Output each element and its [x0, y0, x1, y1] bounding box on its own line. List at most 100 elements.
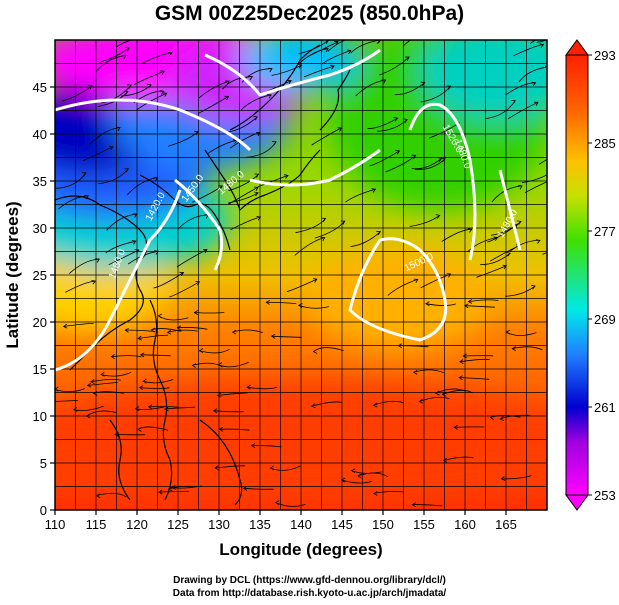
streamline-arrow — [321, 217, 327, 223]
streamline — [127, 177, 158, 195]
colorbar-tick-label: 293 — [594, 48, 616, 63]
credit-line-data: Data from http://database.rish.kyoto-u.a… — [172, 588, 447, 599]
streamline-arrow — [81, 172, 87, 177]
streamline — [295, 218, 326, 234]
streamline — [524, 181, 547, 194]
streamline — [125, 329, 156, 332]
streamline-arrow — [531, 81, 537, 87]
colorbar-max-arrow — [565, 39, 589, 56]
streamline-arrow — [265, 300, 270, 305]
streamline — [213, 410, 244, 413]
streamline-arrow — [253, 186, 259, 191]
colorbar-tick-label: 269 — [594, 312, 616, 327]
y-tick-label: 30 — [33, 221, 47, 236]
streamline-arrow — [95, 493, 101, 499]
streamline — [168, 485, 199, 490]
streamline — [55, 388, 85, 393]
streamline — [275, 502, 306, 507]
streamline-arrow — [556, 29, 560, 33]
height-contours — [55, 48, 522, 372]
streamline-arrow — [91, 280, 97, 285]
streamline — [229, 132, 261, 149]
streamline-arrow — [393, 117, 399, 122]
streamline-arrow — [372, 402, 378, 408]
streamline-arrow — [157, 313, 162, 319]
temperature-field — [55, 40, 547, 510]
streamline — [271, 64, 302, 76]
streamline — [378, 56, 410, 76]
streamline — [521, 174, 547, 184]
streamline — [369, 150, 400, 167]
streamline — [518, 66, 547, 83]
streamline-arrow — [138, 385, 144, 391]
y-tick-label: 20 — [33, 315, 47, 330]
streamline-arrow — [533, 101, 539, 106]
streamline — [240, 94, 272, 111]
streamline-arrow — [453, 424, 458, 430]
streamline — [294, 237, 325, 256]
streamline — [298, 304, 329, 309]
streamline-arrow — [467, 228, 473, 233]
y-axis-ticks: 0 5 10 15 20 25 30 35 40 45 — [33, 80, 55, 518]
streamline-arrow — [354, 36, 358, 40]
streamline-arrow — [397, 343, 403, 349]
streamline — [142, 379, 174, 384]
streamline — [476, 265, 507, 278]
streamline-arrow — [499, 416, 505, 421]
streamline — [467, 237, 498, 253]
streamline — [158, 491, 189, 493]
streamline-arrow — [218, 185, 223, 190]
streamline-arrow — [446, 85, 452, 90]
streamline-arrow — [535, 239, 541, 244]
streamline-arrow — [203, 249, 208, 254]
streamline — [459, 377, 490, 380]
streamline-arrow — [158, 489, 163, 495]
streamline — [153, 272, 184, 289]
streamline-arrow — [274, 500, 280, 506]
streamline-arrow — [539, 43, 545, 48]
streamline-arrow — [167, 486, 173, 492]
streamline — [387, 279, 418, 296]
y-tick-label: 45 — [33, 80, 47, 95]
streamline-arrow — [572, 29, 576, 33]
streamline-arrow — [167, 51, 173, 57]
streamline-arrow — [268, 67, 273, 73]
streamline — [536, 40, 547, 43]
streamline — [198, 80, 230, 99]
streamline-arrow — [48, 399, 52, 403]
streamline-arrow — [283, 174, 289, 179]
colorbar-tick-label: 285 — [594, 136, 616, 151]
streamline-arrow — [563, 25, 567, 29]
x-tick-label: 110 — [45, 517, 66, 532]
streamline-arrow — [147, 404, 153, 410]
streamline — [177, 327, 208, 330]
streamline-arrow — [429, 30, 433, 34]
streamline-arrow — [511, 346, 516, 352]
streamline — [512, 346, 543, 351]
streamline-arrow — [150, 327, 155, 333]
streamline-arrow — [505, 329, 511, 335]
streamline — [509, 239, 540, 252]
streamline-arrow — [139, 352, 145, 358]
streamline — [108, 249, 139, 266]
streamline — [194, 40, 196, 41]
streamline-arrow — [218, 426, 224, 432]
streamline-arrow — [373, 491, 378, 496]
streamline-arrow — [231, 329, 237, 335]
x-tick-label: 165 — [495, 517, 517, 532]
colorbar-tick-label: 261 — [594, 400, 616, 415]
streamline — [500, 414, 531, 420]
streamline-arrow — [221, 25, 225, 29]
streamline-arrow — [179, 271, 185, 277]
streamline — [490, 221, 522, 236]
streamline-arrow — [198, 348, 204, 354]
streamline — [303, 65, 335, 78]
streamline — [135, 406, 166, 410]
streamline-arrow — [395, 150, 401, 155]
streamline — [538, 158, 547, 165]
x-tick-label: 145 — [331, 517, 353, 532]
streamline-arrow — [142, 35, 146, 39]
streamline — [355, 79, 386, 97]
streamline-arrow — [441, 391, 447, 397]
streamline — [480, 252, 511, 266]
